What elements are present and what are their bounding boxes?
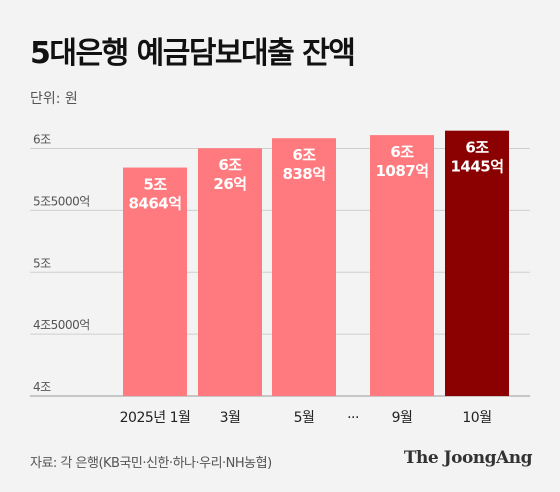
bar-value-label: 1445억 xyxy=(450,158,503,176)
bar-value-label: 8464억 xyxy=(128,195,181,213)
logo: The JoongAng xyxy=(403,448,533,468)
bar-value-label: 6조 xyxy=(292,146,316,164)
bar xyxy=(272,138,336,397)
chart-title: 5대은행 예금담보대출 잔액 xyxy=(30,36,356,71)
unit-label: 단위: 원 xyxy=(30,91,78,107)
y-tick-label: 5조 xyxy=(33,256,51,270)
y-tick-label: 5조5000억 xyxy=(33,194,90,208)
bar-value-label: 838억 xyxy=(282,165,325,183)
bar-value-label: 6조 xyxy=(218,156,242,174)
x-category-label: 5월 xyxy=(294,410,315,426)
y-tick-label: 4조5000억 xyxy=(33,318,90,332)
bar-value-label: 6조 xyxy=(465,139,489,157)
bar-value-label: 5조 xyxy=(143,176,167,194)
bar-value-label: 1087억 xyxy=(375,162,428,180)
x-category-label: 10월 xyxy=(462,410,491,426)
bar-value-label: 6조 xyxy=(390,143,414,161)
y-tick-label: 4조 xyxy=(33,380,51,394)
bar xyxy=(198,148,262,396)
y-tick-label: 6조 xyxy=(33,133,51,147)
x-category-label: 9월 xyxy=(392,410,413,426)
bar xyxy=(123,167,187,396)
x-category-label: 3월 xyxy=(220,410,241,426)
bar xyxy=(370,135,434,396)
axis-gap-marker: ··· xyxy=(347,410,359,426)
bar xyxy=(445,130,509,396)
x-category-label: 2025년 1월 xyxy=(120,410,191,426)
source-note: 자료: 각 은행(KB국민·신한·하나·우리·NH농협) xyxy=(30,456,272,471)
bar-value-label: 26억 xyxy=(213,175,246,193)
